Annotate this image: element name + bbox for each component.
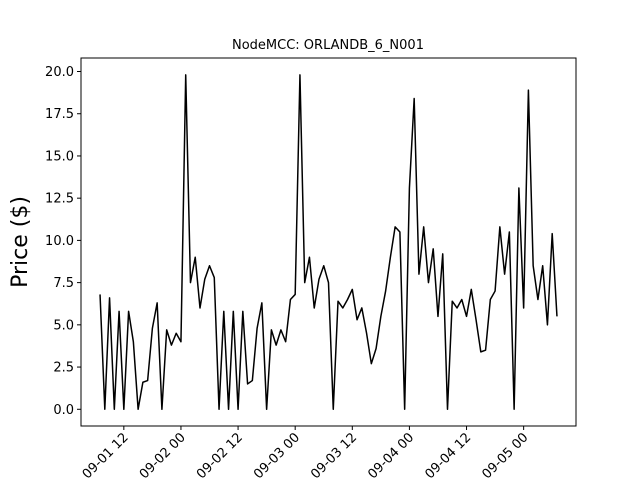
y-tick-label: 7.5 xyxy=(53,276,74,291)
y-tick-label: 20.0 xyxy=(45,65,74,80)
x-tick-label: 09-03 12 xyxy=(308,430,360,480)
plot-frame xyxy=(80,57,577,427)
x-tick-label: 09-02 12 xyxy=(194,430,246,480)
x-tick-label: 09-02 00 xyxy=(137,430,189,480)
x-tick-label: 09-03 00 xyxy=(251,430,303,480)
y-tick-label: 2.5 xyxy=(53,361,74,376)
x-tick-label: 09-04 00 xyxy=(365,430,417,480)
price-line xyxy=(99,74,558,411)
x-tick-label: 09-04 12 xyxy=(422,430,474,480)
y-tick-label: 0.0 xyxy=(53,403,74,418)
chart-title: NodeMCC: ORLANDB_6_N001 xyxy=(232,38,424,53)
y-tick-label: 5.0 xyxy=(53,318,74,333)
y-tick-label: 15.0 xyxy=(45,149,74,164)
x-tick-label: 09-01 12 xyxy=(80,430,132,480)
y-tick-label: 12.5 xyxy=(45,192,74,207)
x-tick-label: 09-05 00 xyxy=(480,430,532,480)
y-axis-label: Price ($) xyxy=(8,196,33,288)
y-tick-label: 17.5 xyxy=(45,107,74,122)
y-tick-label: 10.0 xyxy=(45,234,74,249)
